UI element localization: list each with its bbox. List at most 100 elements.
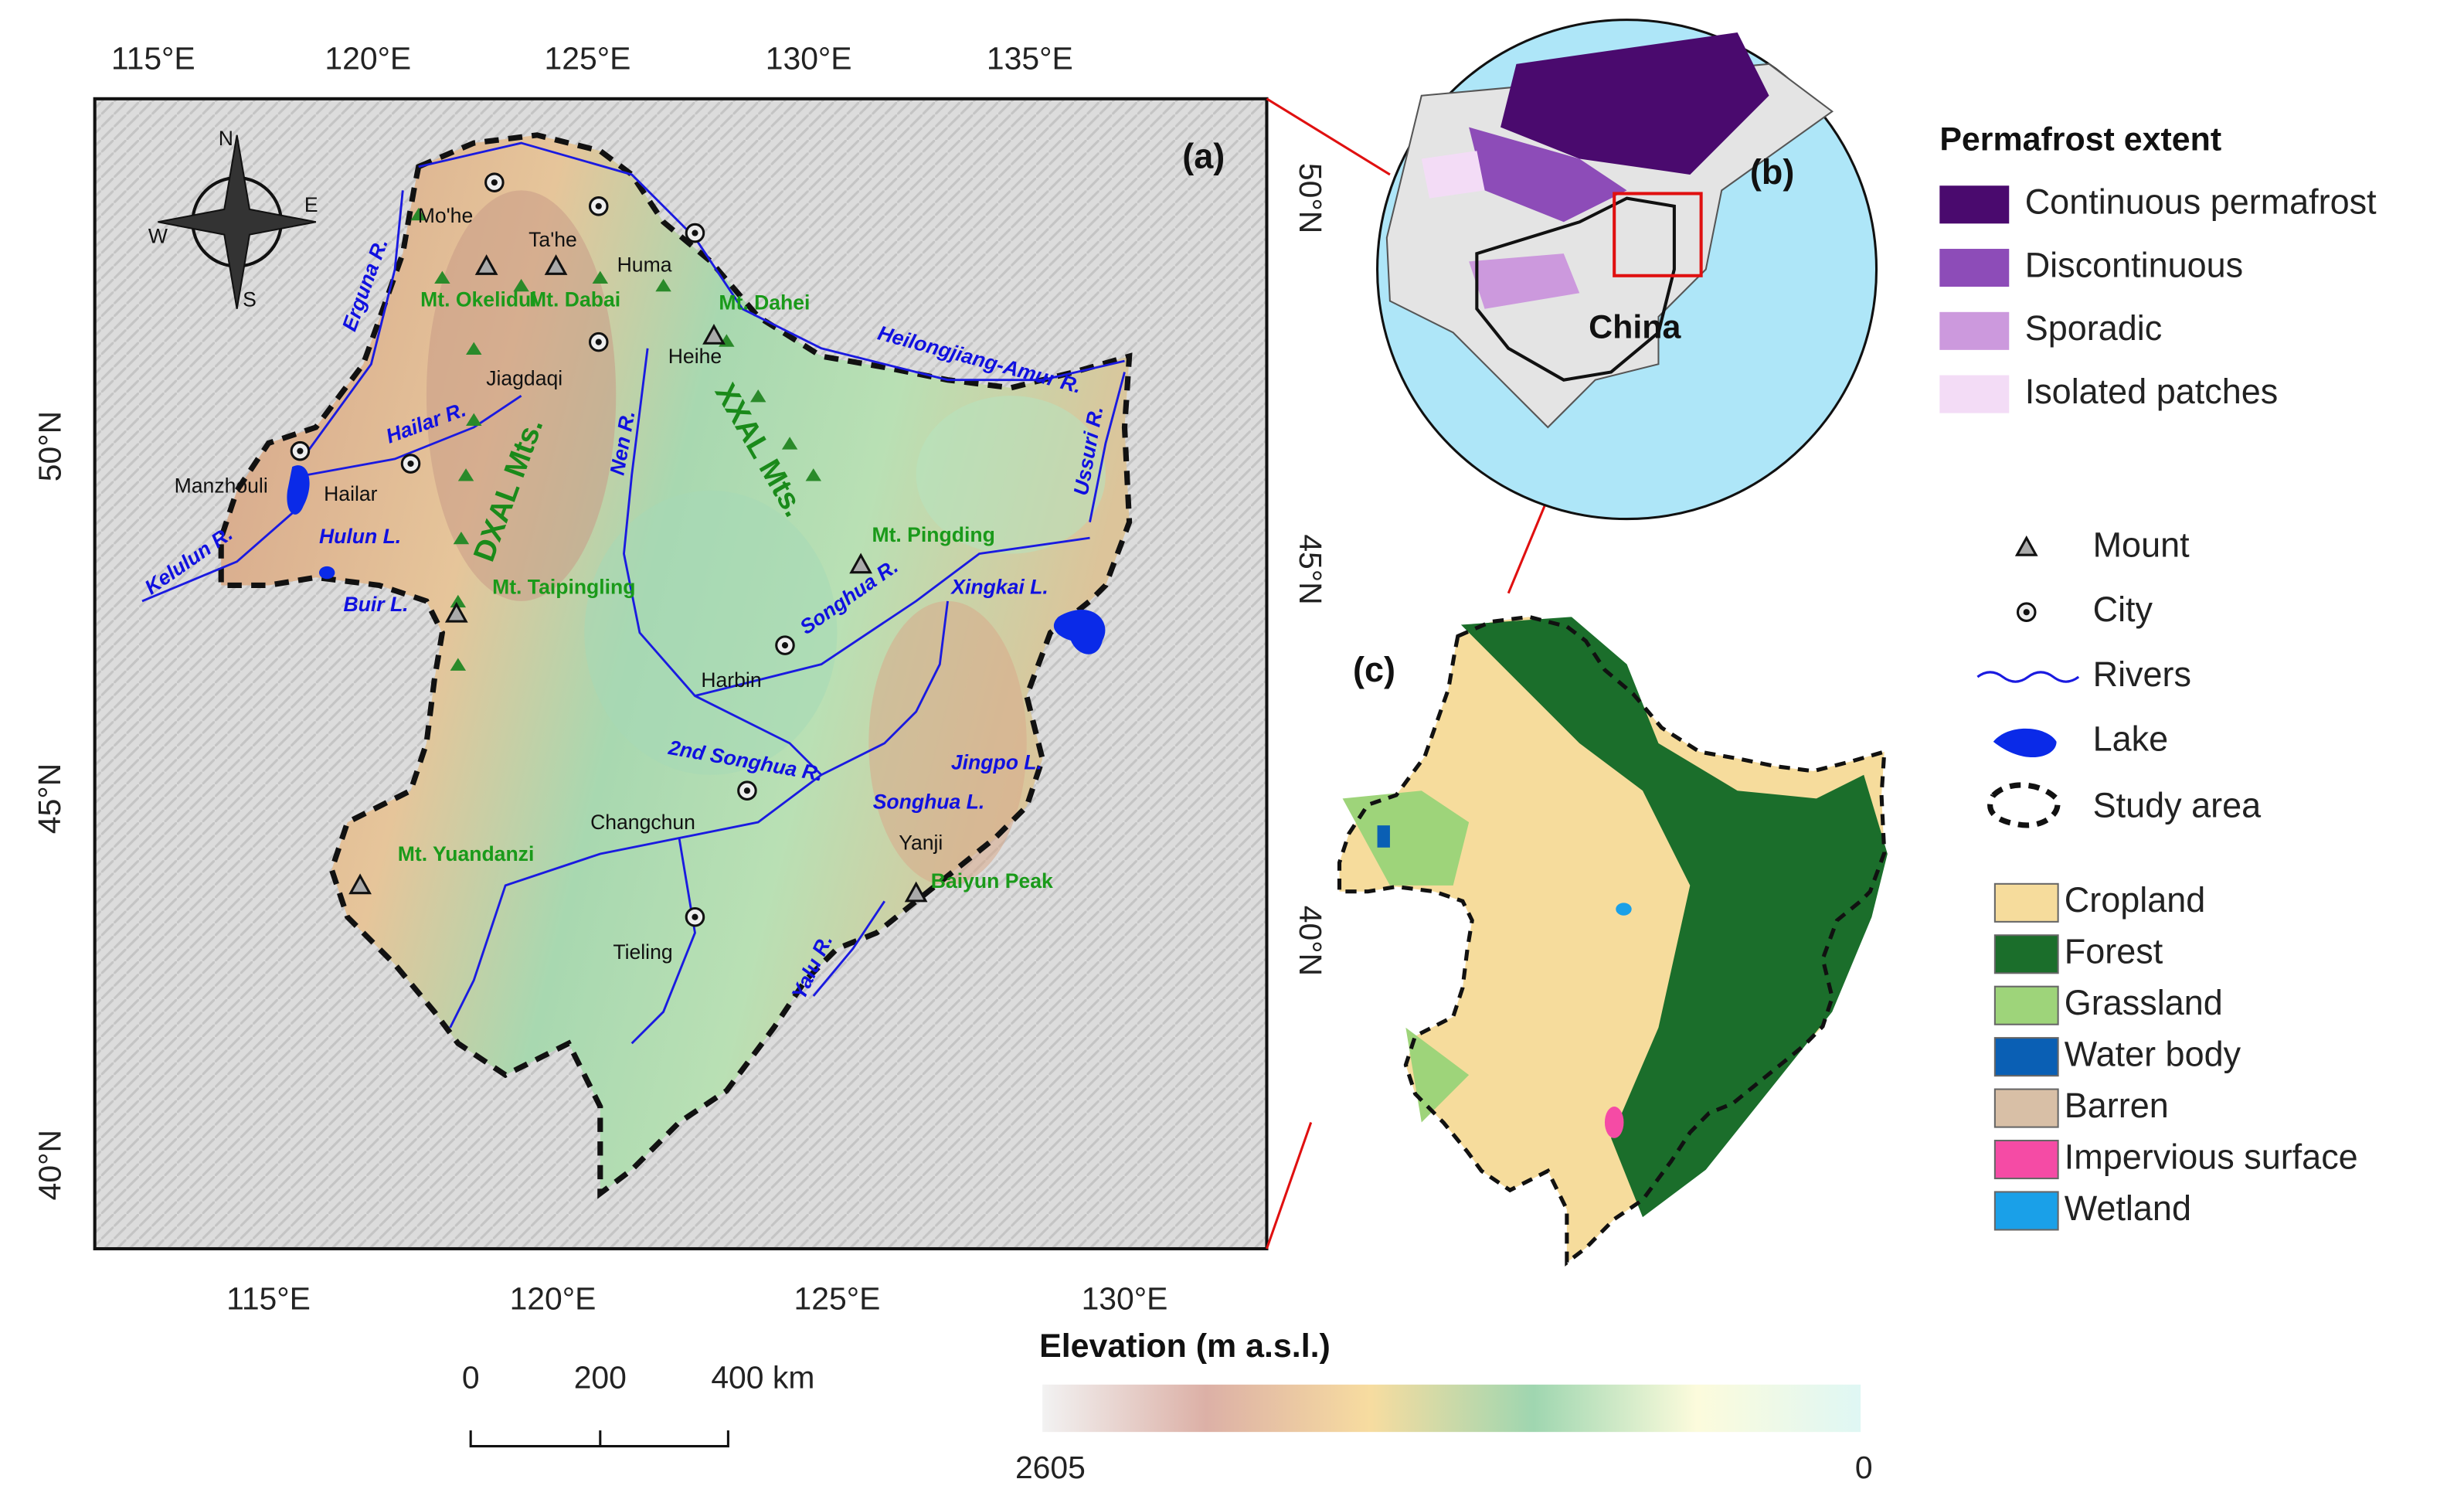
compass-letter: E: [304, 193, 318, 216]
water-label: Jingpo L.: [951, 750, 1042, 774]
city-symbol-center: [595, 202, 602, 209]
panel-b-globe: (b) China: [1376, 19, 1878, 521]
ridge-marker: [450, 658, 467, 671]
legend-label: Barren: [2065, 1086, 2169, 1125]
panel-c-boundary: [1337, 614, 1887, 1266]
permafrost-discontinuous: [1469, 127, 1627, 223]
permafrost-continuous: [1500, 32, 1769, 175]
mount-symbol: [348, 873, 372, 895]
city-label: Yanji: [899, 831, 943, 855]
city-symbol-center: [692, 230, 698, 236]
longitude-label: 130°E: [1082, 1280, 1168, 1316]
cropland-area: [1339, 617, 1885, 1263]
city-label: Heihe: [668, 345, 722, 368]
river: [821, 600, 949, 777]
latitude-label: 50°N: [1293, 163, 1328, 233]
scale-label: 0: [462, 1359, 480, 1395]
water-area: [1377, 825, 1390, 848]
legend-swatch: [1993, 934, 2059, 974]
city-label: Harbin: [701, 668, 761, 692]
legend-label: Forest: [2065, 932, 2163, 971]
legend-label: Isolated patches: [2025, 372, 2279, 411]
river: [623, 348, 823, 776]
river: [1089, 372, 1126, 522]
ridge-marker: [513, 278, 529, 292]
legend-label: Discontinuous: [2025, 245, 2243, 284]
wetland-area: [1616, 903, 1632, 916]
lake: [287, 465, 310, 515]
elevation-high: 2605: [1015, 1450, 1086, 1485]
city-symbol-center: [2023, 609, 2030, 616]
ridge-marker: [410, 207, 427, 221]
scale-label: 400 km: [711, 1359, 814, 1395]
ridge-marker: [750, 389, 766, 403]
study-area-symbol: [1987, 782, 2061, 828]
city-symbol-center: [743, 787, 751, 794]
compass-letter: W: [148, 225, 168, 248]
river: [449, 774, 822, 1028]
ridge-marker: [466, 413, 482, 426]
city-symbol-center: [297, 447, 304, 454]
china-outline: [1475, 196, 1676, 382]
mount-symbol: [544, 254, 568, 275]
mountain-label: Mt. Dabai: [529, 287, 620, 311]
ridge-marker: [655, 278, 671, 292]
study-box: [1613, 192, 1703, 277]
city-symbol-center: [491, 179, 498, 186]
ridge-marker: [466, 342, 482, 355]
ridge-marker: [453, 531, 470, 545]
river: [695, 536, 1090, 697]
legend-swatch: [1939, 185, 2010, 224]
latitude-label: 40°N: [1293, 906, 1328, 976]
river: [630, 838, 696, 1045]
longitude-label: 120°E: [325, 41, 411, 76]
legend-label: Sporadic: [2025, 308, 2162, 348]
scale-bar: [469, 1430, 729, 1448]
legend-label: Study area: [2093, 786, 2262, 825]
elevation-colorbar: [1042, 1384, 1861, 1433]
legend-label: City: [2093, 590, 2153, 629]
latitude-label: 45°N: [1293, 534, 1328, 604]
elevation-low: 0: [1855, 1450, 1873, 1485]
grassland-area: [1342, 790, 1470, 1123]
compass-letter: S: [243, 287, 257, 311]
longitude-label: 130°E: [766, 41, 852, 76]
panel-c-map: (c): [1337, 614, 1888, 1266]
mountain-label: Mt. Pingding: [872, 523, 994, 546]
mount-symbol: [849, 552, 872, 574]
water-label: Songhua L.: [873, 790, 985, 814]
permafrost-isolated: [1421, 151, 1485, 199]
legend-swatch: [1993, 1037, 2059, 1077]
river: [307, 190, 404, 452]
legend-label: Lake: [2093, 719, 2169, 759]
longitude-label: 120°E: [510, 1280, 596, 1316]
longitude-label: 115°E: [226, 1280, 311, 1316]
river-symbol: [1976, 671, 2080, 683]
latitude-label: 50°N: [32, 411, 67, 481]
latitude-label: 45°N: [32, 763, 67, 834]
forest-area: [1460, 617, 1888, 1218]
city-label: Mo'he: [418, 204, 474, 227]
mount-symbol: [444, 601, 468, 623]
river: [308, 394, 522, 476]
city-symbol-center: [595, 338, 602, 345]
mount-symbol: [702, 324, 726, 345]
city-label: Ta'he: [528, 228, 577, 251]
compass-star: [158, 134, 317, 309]
water-label: Hulun L.: [319, 525, 401, 548]
city-label: Tieling: [613, 940, 672, 964]
legend-swatch: [1993, 1191, 2059, 1231]
mount-symbol: [2014, 535, 2038, 556]
panel-label: (b): [1750, 152, 1794, 192]
connector: [1266, 1121, 1313, 1250]
water-label: Buir L.: [343, 593, 408, 616]
panel-label: (a): [1182, 136, 1225, 175]
lake: [318, 566, 335, 580]
city-label: Manzhouli: [175, 474, 268, 498]
legend-label: Continuous permafrost: [2025, 182, 2377, 222]
legend-swatch: [1939, 249, 2010, 287]
legend-title: Permafrost extent: [1939, 121, 2221, 158]
longitude-label: 125°E: [794, 1280, 881, 1316]
terrain-patch: [916, 396, 1106, 554]
terrain-patch: [584, 490, 838, 775]
